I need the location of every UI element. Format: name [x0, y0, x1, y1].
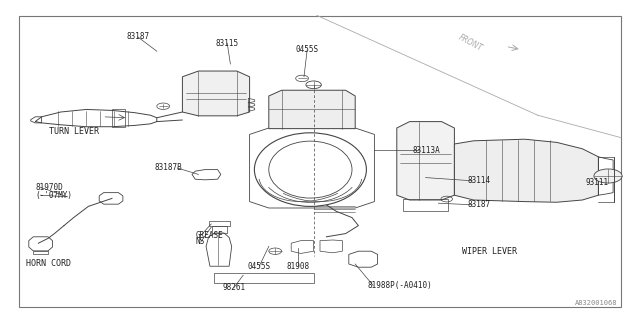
Text: 83187: 83187 [467, 200, 490, 209]
Text: 83115: 83115 [216, 39, 239, 48]
Text: 81988P(-A0410): 81988P(-A0410) [368, 281, 433, 290]
Text: 0455S: 0455S [296, 45, 319, 54]
Polygon shape [397, 122, 454, 200]
Text: 81908: 81908 [286, 262, 309, 271]
Text: FRONT: FRONT [457, 33, 484, 53]
Text: NS: NS [196, 237, 205, 246]
Text: A832001068: A832001068 [575, 300, 618, 306]
Text: TURN LEVER: TURN LEVER [49, 127, 99, 136]
Text: 81970D: 81970D [35, 183, 63, 192]
Text: 83114: 83114 [467, 176, 490, 185]
Text: 83187B: 83187B [155, 164, 182, 172]
Text: GREASE: GREASE [196, 231, 223, 240]
Text: WIPER LEVER: WIPER LEVER [462, 247, 517, 256]
Circle shape [594, 169, 622, 183]
Text: 98261: 98261 [222, 284, 245, 292]
Polygon shape [269, 90, 355, 129]
Text: 93111: 93111 [586, 178, 609, 187]
Text: 0455S: 0455S [248, 262, 271, 271]
Polygon shape [454, 139, 598, 202]
Polygon shape [182, 71, 250, 116]
Text: HORN CORD: HORN CORD [26, 259, 70, 268]
Text: (-'07MY): (-'07MY) [35, 191, 72, 200]
Text: 83187: 83187 [126, 32, 149, 41]
Text: 83113A: 83113A [413, 146, 440, 155]
